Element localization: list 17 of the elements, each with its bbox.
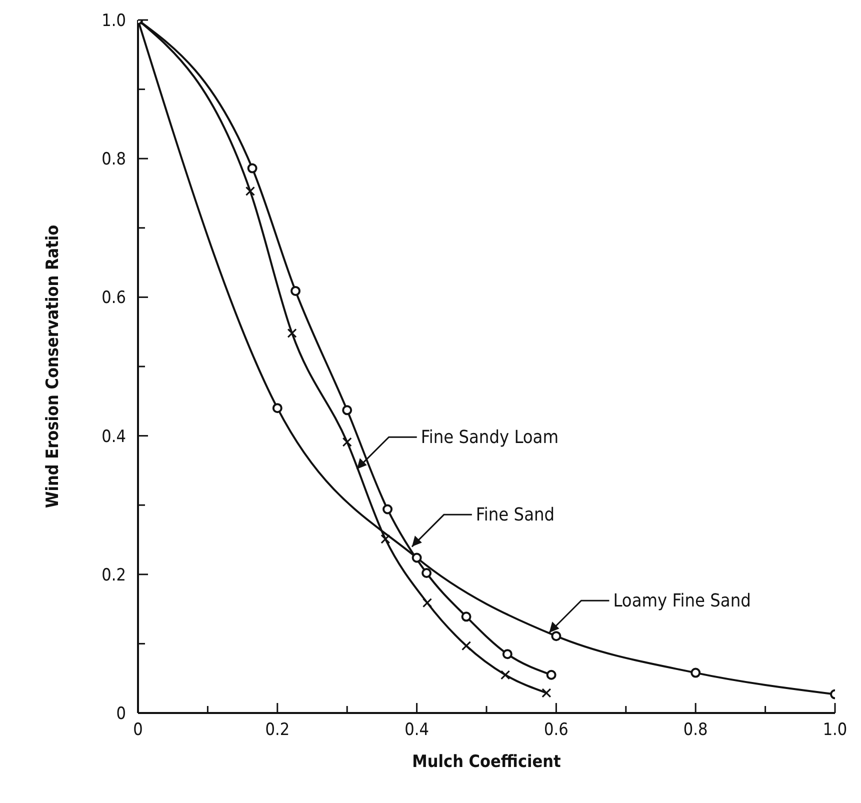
annotation: Fine Sand xyxy=(476,504,555,526)
y-tick-label: 0.6 xyxy=(102,288,126,308)
x-tick-label: 1.0 xyxy=(822,720,848,740)
y-tick-label: 0.4 xyxy=(102,426,126,447)
y-tick-label: 0.2 xyxy=(102,565,126,586)
annotation: Fine Sandy Loam xyxy=(420,427,559,448)
y-axis-title: Wind Erosion Conservation Ratio xyxy=(43,224,64,508)
x-tick-label: 0.2 xyxy=(265,720,290,740)
x-axis-title: Mulch Coefficient xyxy=(412,752,561,772)
y-tick-label: 1.0 xyxy=(102,11,126,31)
x-tick-label: 0.4 xyxy=(404,720,429,740)
annotation: Loamy Fine Sand xyxy=(613,590,751,612)
x-tick-label: 0.8 xyxy=(683,720,708,740)
x-tick-label: 0.6 xyxy=(544,720,568,740)
x-tick-label: 0 xyxy=(133,720,143,740)
y-tick-label: 0.8 xyxy=(102,150,126,170)
y-tick-label: 0 xyxy=(116,704,126,724)
